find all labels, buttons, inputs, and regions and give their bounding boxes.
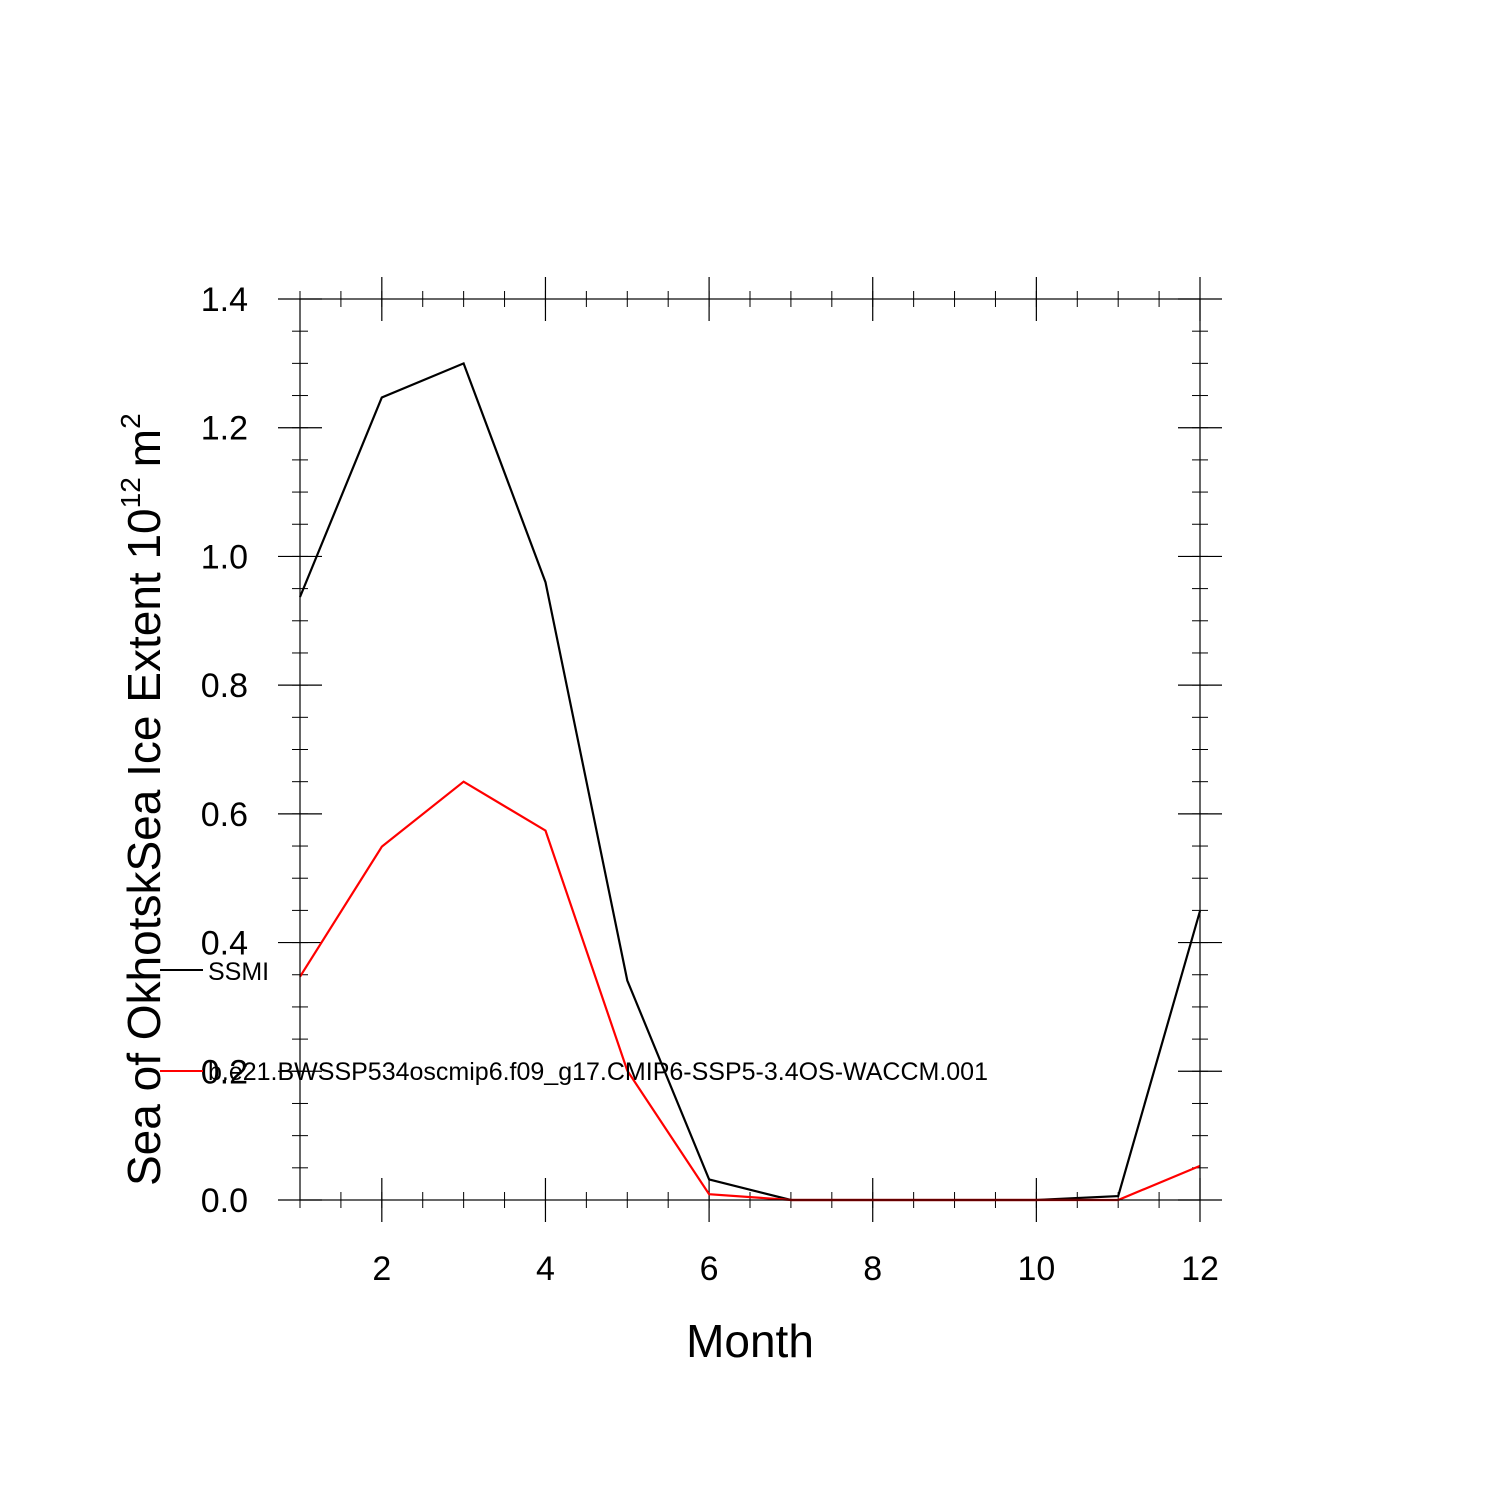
y-tick-label: 1.0 <box>201 538 248 576</box>
x-tick-label: 8 <box>863 1250 882 1288</box>
y-tick-label: 1.4 <box>201 281 248 319</box>
y-tick-label: 0.4 <box>201 925 248 963</box>
y-axis-title-unit: m <box>118 429 170 467</box>
x-tick-label: 4 <box>536 1250 555 1288</box>
legend-label-ssmi: SSMI <box>208 958 269 986</box>
y-tick-label: 0.2 <box>201 1053 248 1091</box>
x-tick-label: 10 <box>1017 1250 1055 1288</box>
legend: SSMI b.e21.BWSSP534oscmip6.f09_g17.CMIP6… <box>160 958 988 1086</box>
legend-label-model: b.e21.BWSSP534oscmip6.f09_g17.CMIP6-SSP5… <box>208 1058 988 1086</box>
minor-ticks <box>292 291 1208 1208</box>
series-line-model <box>299 780 1201 1202</box>
plot-frame <box>299 298 1201 1201</box>
y-axis-title: Sea of OkhotskSea Ice Extent 1012 m2 <box>115 413 170 1186</box>
y-axis-title-main: Sea of OkhotskSea Ice Extent 10 <box>118 508 170 1186</box>
x-axis-title: Month <box>686 1315 814 1367</box>
y-tick-label: 0.8 <box>201 667 248 705</box>
y-tick-label: 0.0 <box>201 1182 248 1220</box>
x-tick-label: 2 <box>372 1250 391 1288</box>
y-tick-labels: 0.0 0.2 0.4 0.6 0.8 1.0 1.2 1.4 <box>201 281 248 1220</box>
x-tick-label: 6 <box>700 1250 719 1288</box>
x-tick-label: 12 <box>1181 1250 1219 1288</box>
y-axis-title-unit-exponent: 2 <box>115 413 146 429</box>
x-tick-labels: 2 4 6 8 10 12 <box>372 1250 1219 1288</box>
y-axis-title-exponent: 12 <box>115 477 146 508</box>
y-tick-label: 1.2 <box>201 410 248 448</box>
y-tick-label: 0.6 <box>201 796 248 834</box>
